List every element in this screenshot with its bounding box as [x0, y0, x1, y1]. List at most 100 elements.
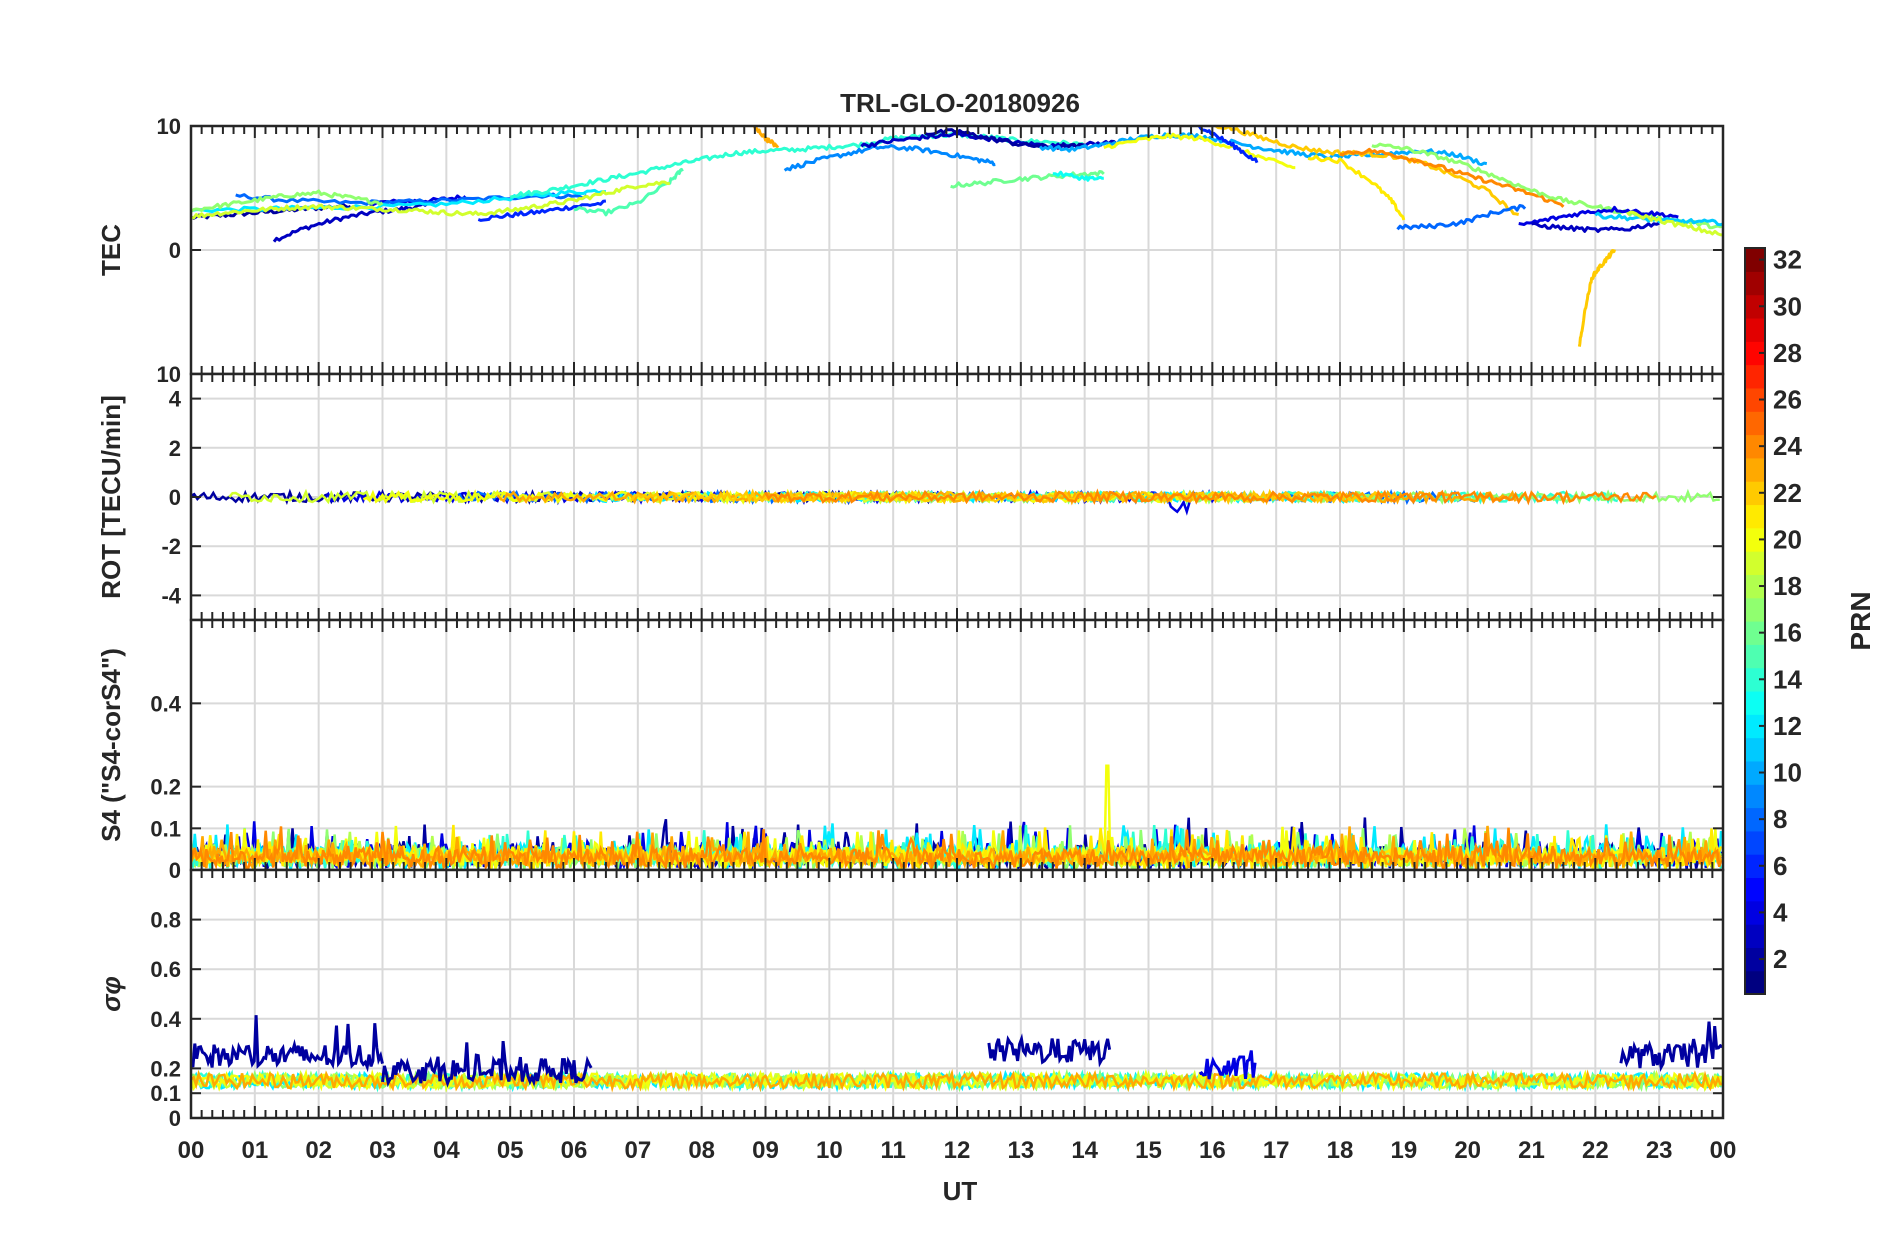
colorbar-segment — [1745, 737, 1765, 762]
tec-series-prn-21 — [1307, 154, 1406, 221]
x-tick-label: 20 — [1454, 1137, 1481, 1164]
colorbar-tick-label: 6 — [1773, 851, 1787, 881]
x-tick-label: 18 — [1327, 1137, 1354, 1164]
colorbar-tick-label: 20 — [1773, 524, 1802, 554]
colorbar-tick-label: 32 — [1773, 245, 1802, 275]
s4-y-tick-label: 0 — [169, 858, 181, 883]
colorbar-segment — [1745, 714, 1765, 739]
tec-series-prn-19 — [191, 180, 670, 220]
rot-y-tick-label: 0 — [169, 485, 181, 510]
colorbar-segment — [1745, 947, 1765, 972]
sigma_phi-y-tick-label: 0.1 — [150, 1081, 181, 1106]
x-tick-label: 01 — [241, 1137, 268, 1164]
tec-series-prn-16 — [950, 170, 1105, 189]
x-tick-label: 17 — [1263, 1137, 1290, 1164]
rot-y-tick-label: -4 — [161, 583, 181, 608]
tec-series-prn-20 — [1103, 132, 1296, 170]
colorbar-segment — [1745, 854, 1765, 879]
colorbar-tick-label: 18 — [1773, 571, 1802, 601]
colorbar-segment — [1745, 900, 1765, 925]
tec-series-prn-11 — [1594, 211, 1723, 227]
colorbar-segment — [1745, 830, 1765, 855]
colorbar-segment — [1745, 784, 1765, 809]
tec-y-axis-label: TEC — [96, 224, 126, 276]
colorbar-segment — [1745, 504, 1765, 529]
colorbar-segment — [1745, 387, 1765, 412]
colorbar-tick-label: 28 — [1773, 338, 1802, 368]
x-tick-label: 00 — [178, 1137, 205, 1164]
tec-series-prn-13 — [1052, 170, 1104, 182]
tec-series-prn-6 — [1197, 126, 1259, 164]
rot-y-tick-label: -2 — [161, 534, 181, 559]
x-tick-label: 13 — [1007, 1137, 1034, 1164]
colorbar-segment — [1745, 364, 1765, 389]
x-tick-label: 11 — [880, 1137, 905, 1164]
sigma_phi-y-tick-label: 0.8 — [150, 908, 181, 933]
sigma-elevated-prn-2 — [191, 1015, 384, 1073]
x-tick-labels: 00 01 02 03 04 05 06 07 08 09 10 11 12 13 14 15 16 17 18 19… — [178, 1137, 1737, 1164]
x-tick-label: 06 — [561, 1137, 588, 1164]
colorbar-segment — [1745, 924, 1765, 948]
tec-series-prn-3 — [1531, 221, 1660, 233]
tec-series-prn-19 — [1626, 210, 1723, 237]
tec-series-prn-6 — [477, 199, 607, 222]
panel-rot: 104 2 0 -2 -4 ROT [TECU/min] — [96, 362, 1725, 622]
colorbar-segment — [1745, 690, 1765, 715]
rot-y-tick-label: 10 — [157, 362, 181, 387]
colorbar-label: PRN — [1845, 591, 1876, 650]
colorbar-segment — [1745, 271, 1765, 296]
tec-y-tick-label: 10 — [157, 114, 181, 139]
colorbar-frame — [1744, 247, 1766, 995]
rot-series-prn-19 — [228, 488, 994, 505]
panel-s4: 0.4 0.2 0.1 0 S4 ("S4-corS4") — [96, 618, 1725, 883]
tec-y-tick-label: 0 — [169, 238, 181, 263]
x-tick-label: 07 — [624, 1137, 651, 1164]
sigma_phi-y-tick-label: 0.4 — [150, 1007, 181, 1032]
tec-series-prn-17 — [191, 189, 384, 213]
colorbar-segment — [1745, 760, 1765, 785]
tec-series-prn-4 — [1518, 205, 1679, 226]
colorbar-segment — [1745, 574, 1765, 599]
tec-series-prn-15 — [573, 167, 684, 217]
colorbar-tick-label: 8 — [1773, 804, 1787, 834]
x-tick-label: 00 — [1710, 1137, 1737, 1164]
colorbar-tick-label: 24 — [1773, 431, 1802, 461]
colorbar-tick-label: 14 — [1773, 664, 1802, 694]
rot-series-prn-24 — [764, 488, 1657, 506]
sigma-elevated-prn-4 — [1198, 1050, 1257, 1080]
x-tick-label: 23 — [1646, 1137, 1673, 1164]
colorbar-segment — [1745, 341, 1765, 366]
sigma_phi-data — [191, 1015, 1723, 1093]
rot-data — [191, 488, 1720, 516]
sigma-elevated-prn-2 — [1619, 1021, 1723, 1072]
x-tick-label: 22 — [1582, 1137, 1609, 1164]
x-tick-label: 02 — [305, 1137, 332, 1164]
rot-y-tick-label: 4 — [169, 387, 182, 412]
tec-series-prn-24 — [1339, 147, 1565, 208]
colorbar-segment — [1745, 644, 1765, 669]
x-tick-label: 15 — [1135, 1137, 1162, 1164]
x-tick-label: 19 — [1390, 1137, 1417, 1164]
tec-series-prn-8 — [1396, 204, 1527, 231]
colorbar-segment — [1745, 294, 1765, 319]
sigma_phi-y-tick-label: 0.2 — [150, 1056, 181, 1081]
colorbar-segment — [1745, 621, 1765, 645]
x-tick-label: 14 — [1071, 1137, 1098, 1164]
colorbar-segment — [1745, 970, 1765, 995]
colorbar-tick-label: 30 — [1773, 291, 1802, 321]
x-tick-label: 12 — [944, 1137, 971, 1164]
colorbar-segment — [1745, 527, 1765, 552]
tec-series-prn-3 — [272, 202, 429, 243]
tec-series-prn-9 — [783, 144, 996, 172]
rot-y-tick-label: 2 — [169, 436, 181, 461]
tec-series-prn-22 — [1577, 249, 1616, 347]
sigma_phi-y-axis-label: σφ — [96, 976, 126, 1012]
colorbar-tick-label: 22 — [1773, 478, 1802, 508]
colorbar-tick-label: 26 — [1773, 385, 1802, 415]
colorbar-tick-label: 12 — [1773, 711, 1802, 741]
panel-tec: 10 0 TEC — [96, 114, 1725, 376]
x-tick-label: 10 — [816, 1137, 843, 1164]
colorbar-segment — [1745, 481, 1765, 506]
